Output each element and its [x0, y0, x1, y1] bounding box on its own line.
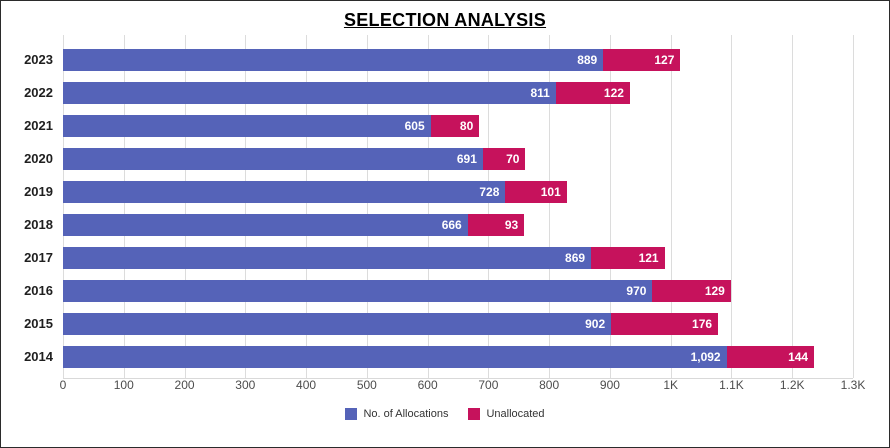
unallocated-bar-segment[interactable]: 127 [603, 48, 681, 71]
bar-value-label: 666 [441, 217, 462, 232]
stacked-bar: 1,092 144 [63, 345, 853, 368]
bar-value-label: 811 [530, 85, 550, 100]
bar-row: 2016 970 129 [24, 274, 853, 307]
bar-row: 2023 889 127 [24, 43, 853, 76]
bar-value-label: 122 [603, 85, 624, 100]
x-tick-label: 800 [539, 378, 560, 392]
allocations-bar-segment[interactable]: 811 [63, 81, 556, 104]
bar-row: 2018 666 93 [24, 208, 853, 241]
y-axis-year-label: 2014 [24, 349, 53, 364]
bar-value-label: 176 [692, 316, 713, 331]
x-tick-label: 400 [296, 378, 317, 392]
stacked-bar: 970 129 [63, 279, 853, 302]
x-axis: 0 100 200 300 400 500 600 700 800 900 1K 1.1K 1.2K 1.… [59, 378, 866, 394]
y-axis-year-label: 2020 [24, 151, 53, 166]
bar-row: 2015 902 176 [24, 307, 853, 340]
stacked-bar: 889 127 [63, 48, 853, 71]
x-tick-label: 100 [113, 378, 134, 392]
legend-item[interactable]: Unallocated [468, 408, 545, 420]
legend-swatch [345, 408, 358, 420]
y-axis-year-label: 2023 [24, 52, 53, 67]
allocations-bar-segment[interactable]: 889 [63, 48, 604, 71]
allocations-bar-segment[interactable]: 869 [63, 246, 592, 269]
stacked-bar: 605 80 [63, 114, 853, 137]
allocations-bar-segment[interactable]: 605 [63, 114, 431, 137]
allocations-bar-segment[interactable]: 970 [63, 279, 653, 302]
bar-value-label: 70 [506, 151, 520, 166]
stacked-bar: 666 93 [63, 213, 853, 236]
x-tick-label: 700 [478, 378, 499, 392]
allocations-bar-segment[interactable]: 728 [63, 180, 506, 203]
bar-value-label: 970 [626, 283, 647, 298]
y-axis-year-label: 2022 [24, 85, 53, 100]
bar-value-label: 93 [504, 217, 519, 232]
bar-rows: 2023 889 127 2022 811 122 2021 605 80 2020 691 70 20… [24, 43, 853, 373]
x-tick-label: 200 [174, 378, 195, 392]
bar-value-label: 869 [565, 250, 586, 265]
unallocated-bar-segment[interactable]: 93 [467, 213, 525, 236]
unallocated-bar-segment[interactable]: 129 [652, 279, 731, 302]
y-axis-year-label: 2015 [24, 316, 53, 331]
bar-value-label: 902 [585, 316, 606, 331]
legend: No. of Allocations Unallocated [1, 408, 889, 420]
bar-row: 2020 691 70 [24, 142, 853, 175]
unallocated-bar-segment[interactable]: 144 [726, 345, 815, 368]
x-tick-label: 1K [663, 378, 679, 392]
chart-title: SELECTION ANALYSIS [343, 10, 547, 30]
bar-value-label: 1,092 [690, 349, 721, 364]
allocations-bar-segment[interactable]: 691 [63, 147, 483, 170]
bar-row: 2017 869 121 [24, 241, 853, 274]
bar-value-label: 127 [654, 52, 675, 67]
x-tick-label: 900 [599, 378, 620, 392]
legend-swatch [468, 408, 481, 420]
x-tick-label: 1.1K [719, 378, 744, 392]
unallocated-bar-segment[interactable]: 121 [591, 246, 665, 269]
bar-row: 2019 728 101 [24, 175, 853, 208]
gridline [853, 35, 854, 378]
bar-value-label: 101 [540, 184, 561, 199]
legend-label: No. of Allocations [363, 408, 449, 420]
x-tick-label: 1.2K [779, 378, 805, 392]
stacked-bar: 728 101 [63, 180, 853, 203]
unallocated-bar-segment[interactable]: 70 [482, 147, 526, 170]
bar-row: 2014 1,092 144 [24, 340, 853, 373]
x-tick-label: 300 [235, 378, 256, 392]
stacked-bar: 869 121 [63, 246, 853, 269]
stacked-bar: 811 122 [63, 81, 853, 104]
x-tick-label: 600 [417, 378, 438, 392]
bar-value-label: 129 [704, 283, 725, 298]
bar-value-label: 80 [459, 118, 474, 133]
unallocated-bar-segment[interactable]: 176 [611, 312, 719, 335]
bar-row: 2021 605 80 [24, 109, 853, 142]
stacked-bar: 902 176 [63, 312, 853, 335]
y-axis-year-label: 2018 [24, 217, 53, 232]
legend-item[interactable]: No. of Allocations [345, 408, 448, 420]
bar-row: 2022 811 122 [24, 76, 853, 109]
unallocated-bar-segment[interactable]: 80 [430, 114, 480, 137]
x-tick-label: 0 [59, 378, 67, 392]
allocations-bar-segment[interactable]: 666 [63, 213, 468, 236]
bar-value-label: 889 [577, 52, 598, 67]
x-tick-label: 500 [356, 378, 377, 392]
y-axis-year-label: 2021 [24, 118, 53, 133]
bar-value-label: 121 [638, 250, 659, 265]
stacked-bar: 691 70 [63, 147, 853, 170]
legend-label: Unallocated [486, 408, 545, 420]
allocations-bar-segment[interactable]: 902 [63, 312, 612, 335]
y-axis-year-label: 2017 [24, 250, 53, 265]
plot-area: 2023 889 127 2022 811 122 2021 605 80 2020 691 70 20… [24, 35, 854, 379]
bar-value-label: 605 [404, 118, 425, 133]
bar-value-label: 144 [788, 349, 809, 364]
x-tick-label: 1.3K [840, 378, 866, 392]
unallocated-bar-segment[interactable]: 101 [505, 180, 567, 203]
bar-value-label: 691 [456, 151, 477, 166]
bar-value-label: 728 [479, 184, 500, 199]
allocations-bar-segment[interactable]: 1,092 [63, 345, 727, 368]
y-axis-year-label: 2016 [24, 283, 53, 298]
y-axis-year-label: 2019 [24, 184, 53, 199]
unallocated-bar-segment[interactable]: 122 [555, 81, 630, 104]
